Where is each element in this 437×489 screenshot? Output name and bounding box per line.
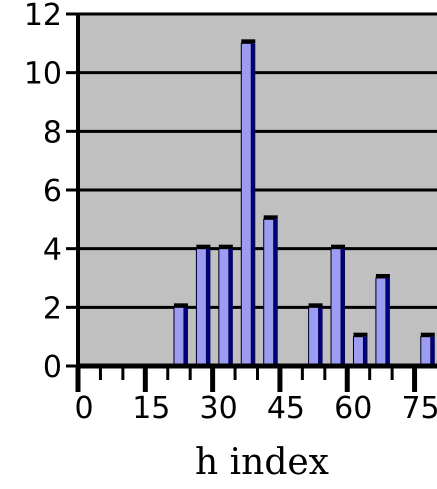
x-tick-label: 75 [401,391,437,426]
bar-side [318,307,323,366]
bar-face [195,248,207,367]
bar-top [196,244,211,249]
bar-face [420,336,432,367]
x-tick-label: 30 [200,391,238,426]
bar-face [263,218,275,367]
bar [330,244,346,367]
bar-top [263,215,278,220]
bar-side [430,336,435,366]
bar-face [173,306,185,367]
bar-side [363,336,368,366]
x-tick-label: 45 [267,391,305,426]
bar-top [308,303,323,308]
bar-face [240,42,252,367]
bar-side [251,43,256,366]
bar-top [218,244,233,249]
bar-face [352,336,364,367]
y-tick-label: 12 [24,0,62,33]
bar [308,303,323,367]
bar [240,39,256,367]
bar-side [341,248,346,366]
bar-top [173,303,188,308]
bar [173,303,188,367]
bar-top [420,332,435,337]
bar-side [273,219,278,366]
bar-top [241,39,256,44]
bar [263,215,278,367]
bar-side [385,278,390,366]
bar-face [375,277,387,367]
y-tick-label: 10 [24,57,62,92]
y-tick-label: 8 [43,115,62,150]
bar [420,332,435,367]
gridlines [78,12,437,309]
x-tick-label: 0 [74,391,93,426]
bar-side [183,307,188,366]
bar-top [331,244,346,249]
bar [375,274,390,367]
bar [218,244,233,367]
x-axis-title: h index [195,442,329,483]
bar-side [228,248,233,366]
y-tick-label: 6 [43,174,62,209]
bar [195,244,211,367]
x-axis-ticks: 0 15 30 45 60 75 [74,366,437,426]
y-tick-label: 0 [43,350,62,385]
bar-side [206,248,211,366]
bar-top [375,274,390,278]
y-axis-ticks: 0 2 4 6 8 10 12 [24,0,78,385]
y-tick-label: 4 [43,233,62,268]
x-tick-label: 60 [334,391,372,426]
bar-face [330,248,342,367]
bar-face [218,248,230,367]
x-tick-label: 15 [132,391,170,426]
bar-top [353,332,368,337]
bar [352,332,368,367]
bar-face [308,306,320,367]
y-tick-label: 2 [43,291,62,326]
